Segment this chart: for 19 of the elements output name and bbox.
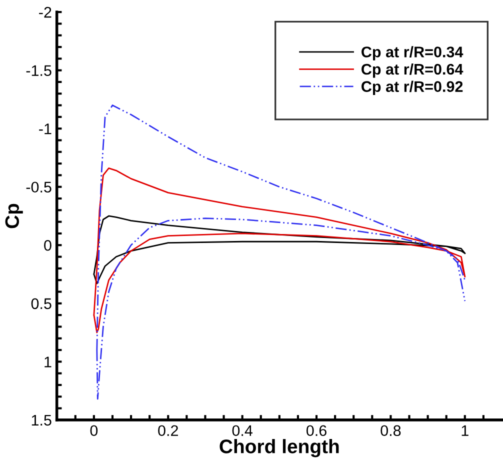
x-tick-label: 0 — [90, 425, 98, 436]
x-tick-label: 1 — [462, 425, 468, 436]
y-tick-label: -0.5 — [26, 182, 52, 193]
x-tick-label: 0.6 — [306, 425, 326, 436]
x-tick-label: 0.2 — [158, 425, 178, 436]
y-tick-label: -2 — [39, 6, 52, 18]
y-tick-label: -1 — [39, 124, 52, 134]
y-tick-label: -1.5 — [26, 65, 52, 76]
y-tick-label: 1.5 — [32, 414, 52, 426]
y-tick-label: 0.5 — [31, 298, 52, 310]
x-tick-label: 0.4 — [232, 425, 252, 436]
y-tick-label: 0 — [44, 240, 52, 251]
y-tick-label: 1 — [44, 356, 52, 368]
y-axis-title: Cp — [5, 204, 23, 228]
x-tick-label: 0.8 — [380, 425, 401, 436]
legend-label: Cp at r/R=0.92 — [362, 80, 463, 95]
x-axis-title: Chord length — [220, 439, 339, 458]
legend-label: Cp at r/R=0.64 — [362, 63, 464, 78]
legend-label: Cp at r/R=0.34 — [362, 46, 464, 60]
